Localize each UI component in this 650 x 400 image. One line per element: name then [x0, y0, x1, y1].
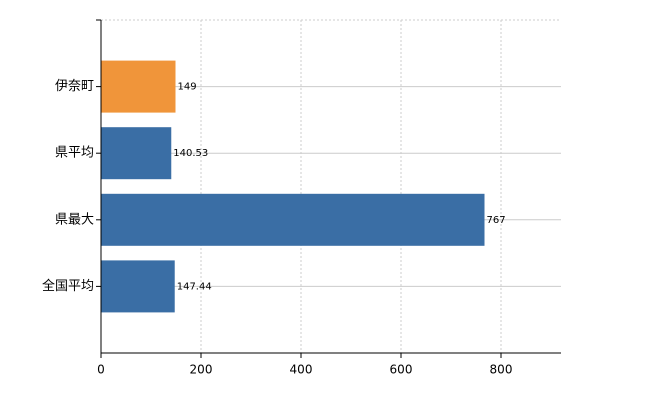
value-label: 147.44: [177, 281, 212, 292]
value-label: 140.53: [173, 148, 208, 159]
bar: [101, 127, 172, 180]
bar: [101, 193, 485, 246]
x-tick-label: 200: [190, 363, 213, 377]
bar: [101, 60, 176, 113]
y-tick-label: 県最大: [55, 212, 94, 227]
x-tick-label: 0: [97, 363, 105, 377]
y-tick-label: 伊奈町: [55, 79, 94, 94]
bar: [101, 260, 175, 313]
y-tick-label: 全国平均: [42, 278, 94, 294]
value-label: 767: [487, 215, 506, 226]
x-tick-label: 800: [490, 363, 513, 377]
x-tick-label: 600: [390, 363, 413, 377]
x-tick-label: 400: [290, 363, 313, 377]
y-tick-label: 県平均: [55, 146, 94, 161]
value-label: 149: [178, 82, 197, 93]
